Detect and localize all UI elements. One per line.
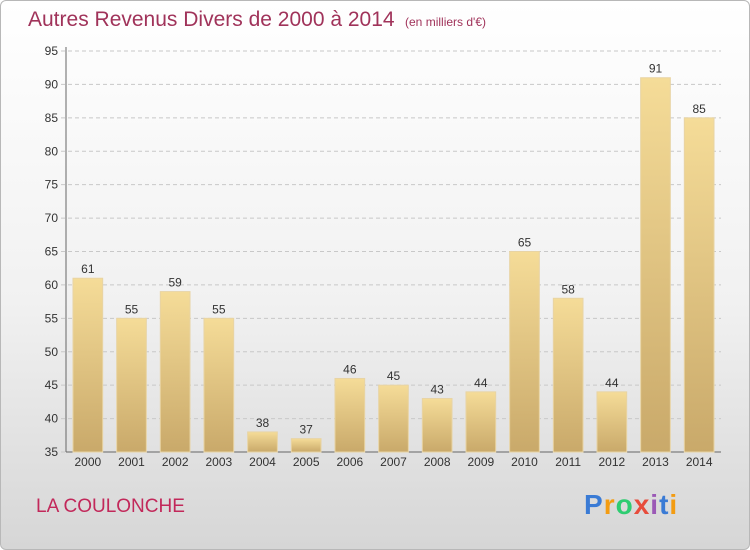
y-tick-label: 45	[45, 378, 59, 392]
y-tick-label: 75	[45, 178, 59, 192]
x-tick-label: 2003	[205, 455, 232, 469]
chart-unit: (en milliers d'€)	[405, 15, 486, 29]
proxiti-logo: Proxiti	[584, 489, 678, 521]
x-tick-label: 2014	[686, 455, 713, 469]
data-label: 45	[387, 369, 401, 383]
data-label: 55	[125, 302, 139, 316]
y-tick-label: 40	[45, 412, 59, 426]
bar	[116, 317, 147, 453]
y-tick-label: 50	[45, 345, 59, 359]
x-tick-label: 2004	[249, 455, 276, 469]
bar	[421, 398, 453, 453]
bar	[509, 251, 540, 453]
x-tick-label: 2002	[162, 455, 189, 469]
data-label: 58	[561, 282, 575, 296]
bar	[72, 277, 104, 453]
data-label: 91	[649, 62, 663, 76]
y-tick-label: 65	[45, 245, 59, 259]
bar	[247, 431, 278, 453]
data-label: 59	[168, 276, 182, 290]
logo-letter: r	[603, 489, 616, 520]
data-label: 38	[256, 416, 270, 430]
bar	[378, 384, 409, 453]
data-label: 55	[212, 302, 226, 316]
y-tick-label: 70	[45, 211, 59, 225]
y-tick-label: 85	[45, 111, 59, 125]
data-label: 44	[605, 376, 619, 390]
logo-letter: x	[633, 489, 651, 520]
x-tick-label: 2012	[598, 455, 625, 469]
data-label: 43	[430, 383, 444, 397]
x-tick-label: 2008	[424, 455, 451, 469]
bar	[290, 438, 322, 453]
bar	[552, 297, 584, 453]
x-tick-label: 2006	[336, 455, 363, 469]
x-tick-label: 2001	[118, 455, 145, 469]
data-label: 65	[518, 236, 532, 250]
x-tick-label: 2013	[642, 455, 669, 469]
x-tick-label: 2011	[555, 455, 581, 469]
y-tick-label: 90	[45, 77, 59, 91]
bar	[465, 391, 497, 453]
bar	[640, 77, 671, 453]
x-tick-label: 2010	[511, 455, 538, 469]
y-tick-label: 60	[45, 278, 59, 292]
x-tick-label: 2000	[74, 455, 101, 469]
logo-letter: i	[669, 489, 679, 520]
x-tick-label: 2009	[467, 455, 494, 469]
logo-letter: P	[584, 489, 604, 520]
bar	[683, 117, 715, 453]
logo-letter: o	[615, 489, 634, 520]
logo-letter: t	[659, 489, 670, 520]
y-tick-label: 35	[45, 445, 59, 459]
y-tick-label: 80	[45, 144, 59, 158]
x-tick-label: 2005	[293, 455, 320, 469]
bar	[596, 391, 628, 453]
data-label: 46	[343, 362, 357, 376]
data-label: 61	[81, 262, 95, 276]
bar	[203, 317, 235, 453]
data-label: 85	[692, 102, 706, 116]
data-label: 37	[299, 423, 313, 437]
y-tick-label: 55	[45, 311, 59, 325]
bar	[334, 377, 366, 453]
y-tick-label: 95	[45, 44, 59, 58]
chart-title: Autres Revenus Divers de 2000 à 2014 (en…	[28, 8, 486, 32]
x-tick-label: 2007	[380, 455, 407, 469]
location-label: LA COULONCHE	[36, 496, 185, 517]
chart-title-text: Autres Revenus Divers de 2000 à 2014	[28, 8, 395, 31]
logo-letter: i	[650, 489, 660, 520]
bar	[159, 291, 191, 453]
data-label: 44	[474, 376, 488, 390]
